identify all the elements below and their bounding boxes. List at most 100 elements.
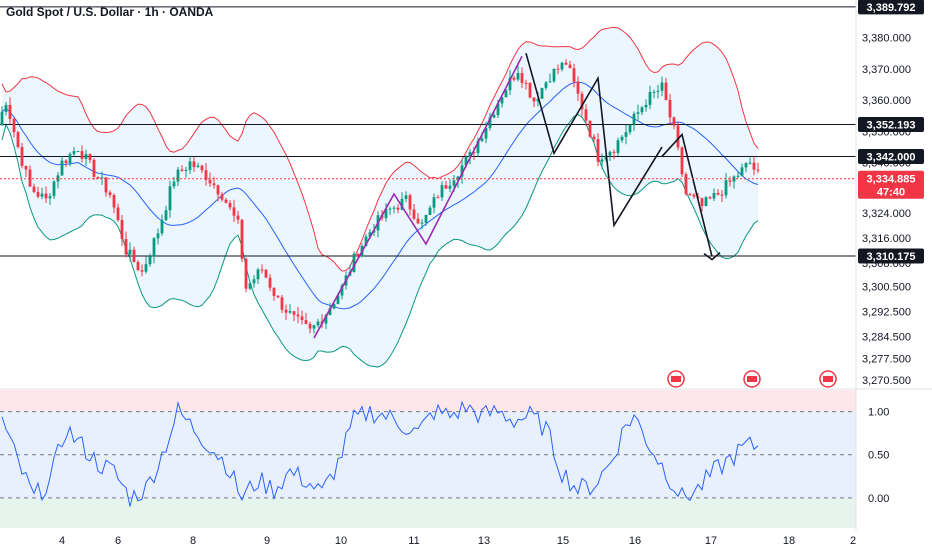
- candle: [532, 97, 536, 108]
- candle: [208, 172, 212, 187]
- candle-body: [220, 194, 224, 200]
- candle: [424, 214, 428, 226]
- candle-body: [216, 185, 220, 195]
- price-tick-label: 3,380.000: [862, 33, 911, 45]
- candle: [420, 219, 424, 230]
- candle-body: [584, 109, 588, 121]
- candle: [92, 158, 96, 180]
- candle-body: [0, 111, 4, 126]
- price-tick-label: 3,300.500: [862, 281, 911, 293]
- candle: [200, 164, 204, 174]
- candle-body: [180, 169, 184, 171]
- candle: [148, 253, 152, 267]
- candle: [288, 304, 292, 314]
- candle-body: [204, 170, 208, 180]
- price-panel: [0, 6, 856, 368]
- candle-body: [568, 64, 572, 69]
- candle-body: [284, 309, 288, 313]
- event-flag-icon[interactable]: [819, 370, 837, 388]
- candle-body: [296, 314, 300, 317]
- candle-body: [660, 82, 664, 91]
- oscillator-panel: [0, 390, 856, 528]
- candle-body: [276, 295, 280, 298]
- candle: [684, 172, 688, 196]
- candle: [636, 104, 640, 120]
- candle-body: [416, 218, 420, 224]
- candle: [40, 187, 44, 200]
- candle: [192, 157, 196, 172]
- candle-body: [68, 154, 72, 164]
- candle: [176, 167, 180, 186]
- candle: [168, 180, 172, 218]
- candle: [584, 104, 588, 127]
- candle: [248, 280, 252, 291]
- candle-body: [4, 104, 8, 112]
- candle-body: [328, 308, 332, 316]
- candle-body: [300, 316, 304, 321]
- candle: [156, 228, 160, 245]
- candle: [240, 219, 244, 263]
- candle-body: [432, 197, 436, 208]
- event-flag-icon[interactable]: [667, 370, 685, 388]
- candle-body: [444, 185, 448, 189]
- event-flag-icon[interactable]: [743, 370, 761, 388]
- candle: [688, 192, 692, 196]
- candle: [512, 75, 516, 82]
- candle-body: [524, 82, 528, 84]
- candle: [436, 194, 440, 199]
- candle-body: [424, 214, 428, 223]
- candle: [48, 193, 52, 205]
- candle: [632, 111, 636, 132]
- candle-body: [680, 147, 684, 175]
- candle: [744, 162, 748, 173]
- candle-body: [184, 169, 188, 171]
- price-tick-label: 3,316.000: [862, 233, 911, 245]
- candle: [136, 260, 140, 272]
- candle: [412, 204, 416, 221]
- candle: [68, 152, 72, 167]
- candle: [660, 76, 664, 97]
- candle-body: [512, 77, 516, 80]
- candle-body: [384, 208, 388, 219]
- level-price-tag-bg: [858, 0, 924, 15]
- candle: [388, 206, 392, 216]
- event-flag-icon-stripe: [823, 376, 833, 382]
- candle: [12, 117, 16, 138]
- candle: [16, 130, 20, 149]
- candle-body: [440, 185, 444, 198]
- candle: [384, 203, 388, 222]
- time-tick-label: 11: [408, 535, 419, 547]
- candle: [504, 88, 508, 98]
- candle-body: [484, 127, 488, 139]
- candle: [4, 102, 8, 116]
- candle-body: [748, 162, 752, 164]
- candle: [600, 153, 604, 170]
- candle: [96, 176, 100, 180]
- candle-body: [172, 181, 176, 187]
- candle-body: [544, 82, 548, 88]
- candle-body: [80, 151, 84, 159]
- candle: [576, 76, 580, 102]
- candle-body: [572, 68, 576, 82]
- candle-body: [732, 176, 736, 182]
- candle-body: [668, 99, 672, 118]
- candle-body: [228, 202, 232, 208]
- candle-body: [100, 177, 104, 179]
- candle-body: [712, 193, 716, 199]
- candle-body: [504, 90, 508, 98]
- level-price-tag-text: 3,352.193: [867, 120, 916, 132]
- candle-body: [616, 140, 620, 153]
- candle-body: [156, 233, 160, 239]
- candle-body: [224, 199, 228, 203]
- price-tick-label: 3,360.000: [862, 95, 911, 107]
- candle: [520, 67, 524, 88]
- candle: [740, 163, 744, 177]
- candle-body: [636, 112, 640, 114]
- candle-body: [592, 136, 596, 140]
- candle-body: [500, 97, 504, 104]
- candle-body: [104, 177, 108, 193]
- purple-wave-line: [313, 55, 523, 339]
- candle-body: [148, 256, 152, 265]
- candle: [624, 124, 628, 145]
